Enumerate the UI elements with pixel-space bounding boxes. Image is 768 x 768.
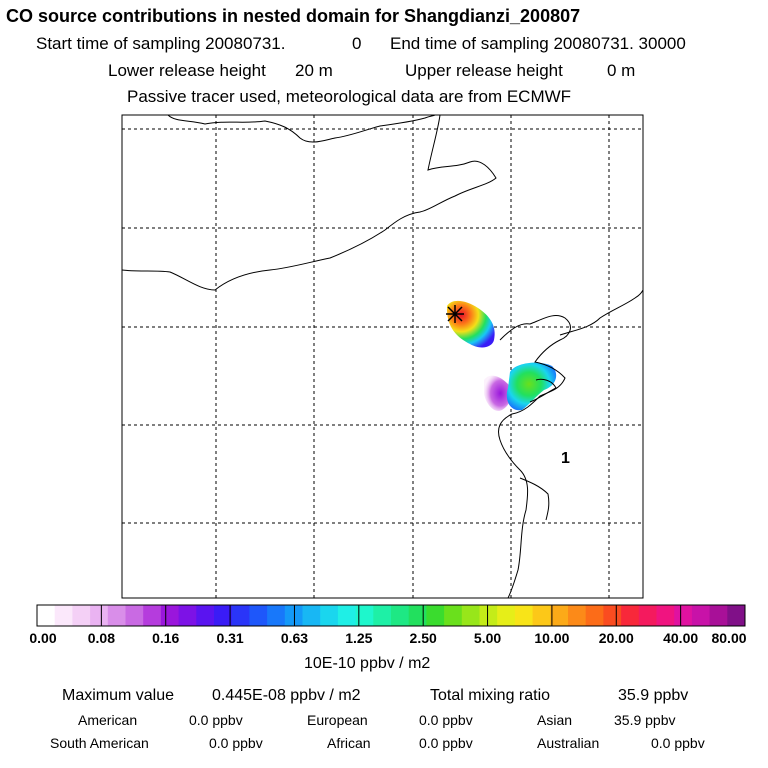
colorbar-tick-label: 1.25 xyxy=(345,630,373,646)
region-name: Australian xyxy=(537,735,600,751)
colorbar-swatch xyxy=(125,605,144,626)
total-mixing-value: 35.9 ppbv xyxy=(618,687,689,704)
region-value: 0.0 ppbv xyxy=(419,712,473,728)
upper-height-value: 0 m xyxy=(607,61,636,80)
concentration-plume-north xyxy=(446,300,495,348)
colorbar-swatch xyxy=(302,605,321,626)
colorbar-swatch xyxy=(249,605,268,626)
colorbar-swatch xyxy=(727,605,746,626)
colorbar-swatch xyxy=(267,605,286,626)
lower-height-label: Lower release height xyxy=(108,61,266,80)
region-value: 0.0 ppbv xyxy=(419,735,473,751)
colorbar-swatch xyxy=(196,605,215,626)
colorbar-swatch xyxy=(691,605,711,626)
colorbar-tick-label: 2.50 xyxy=(409,630,437,646)
colorbar-swatch xyxy=(231,605,250,626)
end-time-label: End time of sampling 20080731. 30000 xyxy=(390,34,686,53)
colorbar-swatch xyxy=(178,605,197,626)
colorbar-swatch xyxy=(37,605,56,626)
chart-title: CO source contributions in nested domain… xyxy=(6,6,581,26)
colorbar-swatch xyxy=(143,605,162,626)
colorbar-swatch xyxy=(426,605,445,626)
colorbar-tick-label: 40.00 xyxy=(663,630,699,646)
total-mixing-label: Total mixing ratio xyxy=(430,687,551,704)
colorbar-swatch xyxy=(550,605,569,626)
colorbar-tick-label: 0.63 xyxy=(280,630,309,646)
colorbar-swatch xyxy=(656,605,675,626)
colorbar-swatch xyxy=(160,605,180,626)
colorbar-swatch xyxy=(391,605,410,626)
tracer-note: Passive tracer used, meteorological data… xyxy=(127,87,572,106)
start-time-label: Start time of sampling 20080731. xyxy=(36,34,286,53)
map-gridlines xyxy=(122,115,643,598)
colorbar-swatch xyxy=(320,605,339,626)
colorbar-tick-label: 10.00 xyxy=(534,630,570,646)
colorbar-frame xyxy=(36,604,746,627)
colorbar-tick-label: 0.00 xyxy=(29,630,57,646)
concentration-plume-east xyxy=(506,362,557,411)
colorbar-swatch xyxy=(568,605,587,626)
colorbar-unit: 10E-10 ppbv / m2 xyxy=(304,655,431,672)
colorbar-tick-label: 5.00 xyxy=(473,630,502,646)
start-time-hour: 0 xyxy=(352,34,362,53)
max-value-label: Maximum value xyxy=(62,687,175,704)
colorbar-swatch xyxy=(603,605,622,626)
colorbar-swatch xyxy=(461,605,480,626)
colorbar-tick-label: 0.31 xyxy=(216,630,244,646)
colorbar-swatch xyxy=(514,605,534,626)
map-frame xyxy=(121,114,644,599)
colorbar-swatch xyxy=(497,605,516,626)
map-region-label: 1 xyxy=(561,450,570,467)
colorbar-swatch xyxy=(444,605,463,626)
region-name: South American xyxy=(50,735,149,751)
max-value: 0.445E-08 ppbv / m2 xyxy=(212,687,361,704)
colorbar-swatch xyxy=(674,605,693,626)
region-value: 35.9 ppbv xyxy=(614,712,676,728)
colorbar-swatch xyxy=(532,605,551,626)
colorbar-swatch xyxy=(355,605,374,626)
region-name: African xyxy=(327,735,371,751)
colorbar-swatch xyxy=(54,605,73,626)
colorbar-swatch xyxy=(621,605,640,626)
region-value: 0.0 ppbv xyxy=(189,712,243,728)
colorbar-swatch xyxy=(214,605,233,626)
colorbar-swatch xyxy=(107,605,126,626)
concentration-plume-tail xyxy=(484,375,512,411)
colorbar-swatch xyxy=(709,605,728,626)
colorbar-swatch xyxy=(90,605,109,626)
colorbar-swatch xyxy=(373,605,392,626)
colorbar xyxy=(36,604,746,627)
colorbar-tick-label: 80.00 xyxy=(711,630,747,646)
region-name: European xyxy=(307,712,368,728)
colorbar-tick-label: 0.08 xyxy=(87,630,115,646)
region-value: 0.0 ppbv xyxy=(651,735,705,751)
colorbar-tick-label: 20.00 xyxy=(598,630,634,646)
colorbar-swatch xyxy=(638,605,657,626)
region-name: American xyxy=(78,712,138,728)
colorbar-swatch xyxy=(284,605,303,626)
colorbar-swatch xyxy=(585,605,604,626)
station-star-icon xyxy=(446,305,464,323)
upper-height-label: Upper release height xyxy=(405,61,563,80)
region-value: 0.0 ppbv xyxy=(209,735,263,751)
colorbar-swatch xyxy=(408,605,427,626)
lower-height-value: 20 m xyxy=(295,61,333,80)
colorbar-swatch xyxy=(337,605,357,626)
coastlines xyxy=(121,114,644,599)
colorbar-swatch xyxy=(479,605,498,626)
region-name: Asian xyxy=(537,712,573,728)
colorbar-tick-label: 0.16 xyxy=(152,630,180,646)
colorbar-swatch xyxy=(72,605,91,626)
